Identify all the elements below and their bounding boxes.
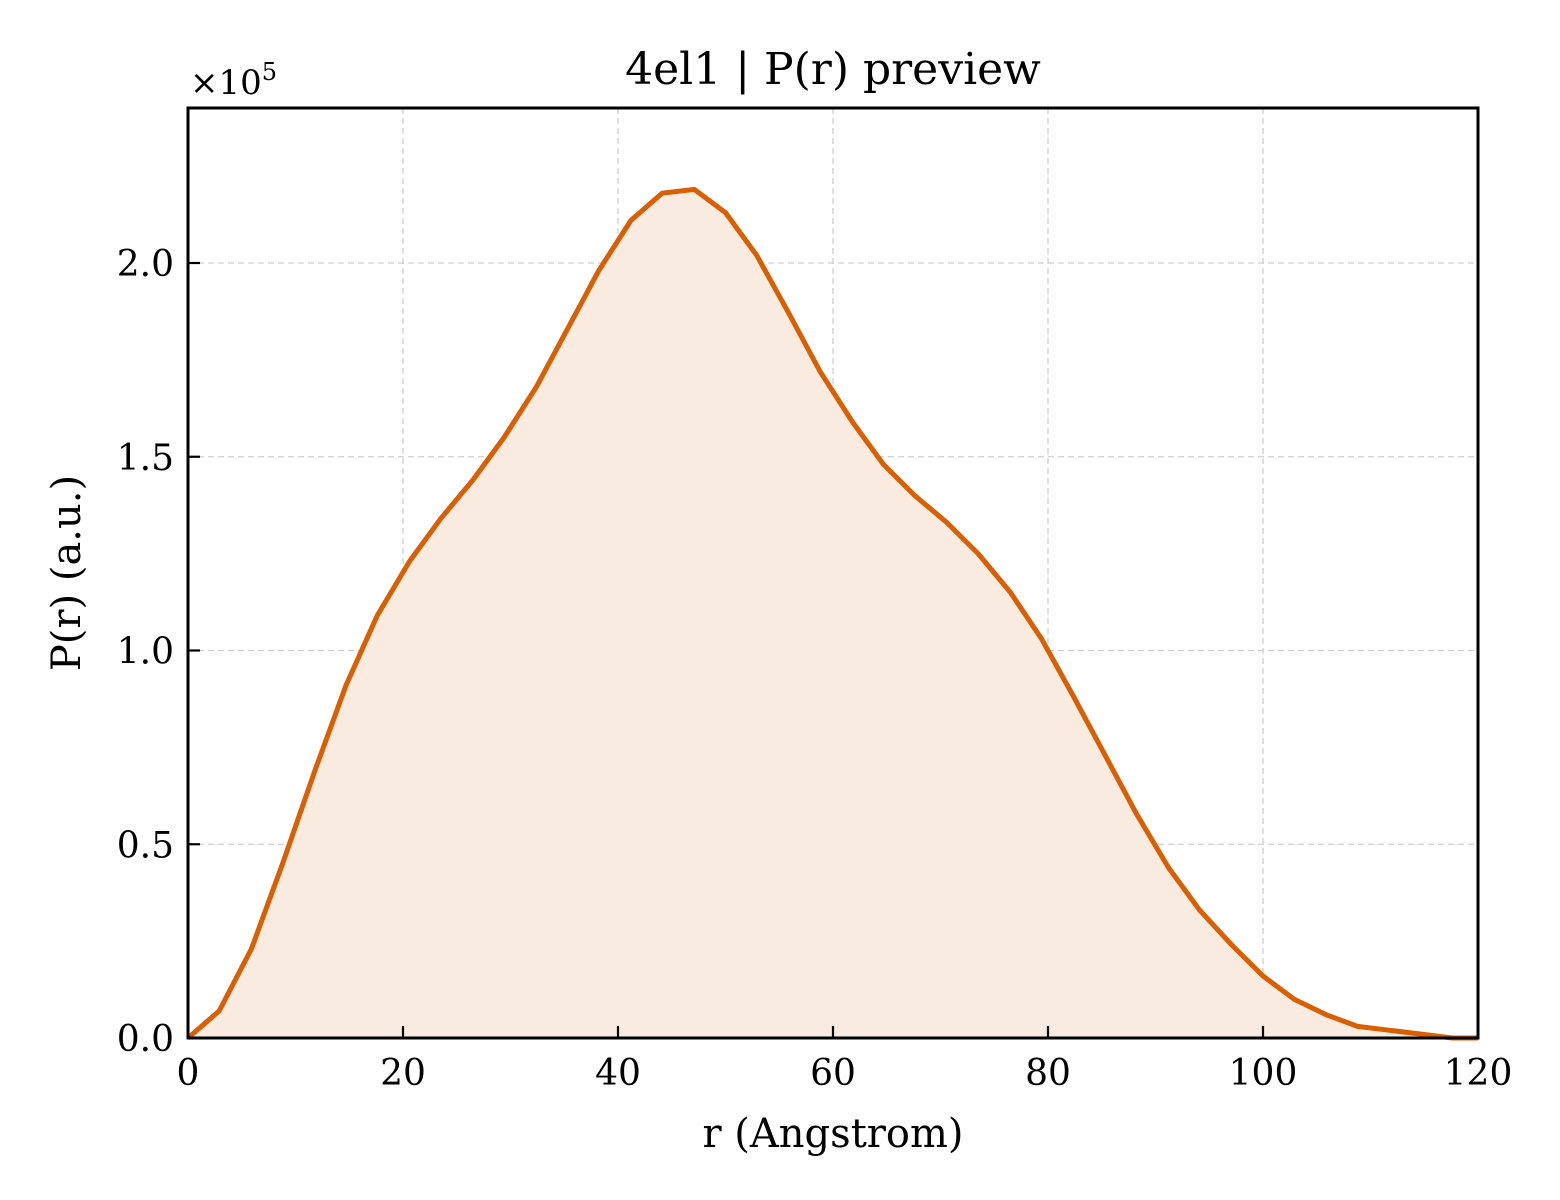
y-tick-label: 0.0 bbox=[117, 1019, 174, 1060]
chart-title: 4el1 | P(r) preview bbox=[625, 44, 1041, 95]
y-axis-label: P(r) (a.u.) bbox=[44, 475, 90, 671]
x-tick-label: 60 bbox=[810, 1053, 856, 1094]
pr-area-fill bbox=[188, 189, 1478, 1038]
y-tick-label: 2.0 bbox=[117, 244, 174, 285]
x-tick-label: 20 bbox=[380, 1053, 426, 1094]
y-tick-label: 1.5 bbox=[117, 438, 174, 479]
y-axis-multiplier-exponent: 5 bbox=[262, 58, 277, 86]
pr-line bbox=[186, 186, 1478, 1041]
x-axis-ticks: 0 20 40 60 80 100 120 bbox=[177, 1026, 1513, 1094]
y-axis-multiplier: ×105 bbox=[190, 58, 277, 103]
x-tick-label: 0 bbox=[177, 1053, 200, 1094]
x-axis-label: r (Angstrom) bbox=[702, 1111, 963, 1157]
y-tick-label: 0.5 bbox=[117, 825, 174, 866]
x-tick-label: 80 bbox=[1025, 1053, 1071, 1094]
x-tick-label: 40 bbox=[595, 1053, 641, 1094]
x-tick-label: 120 bbox=[1444, 1053, 1513, 1094]
y-tick-label: 1.0 bbox=[117, 632, 174, 673]
y-axis-ticks: 0.0 0.5 1.0 1.5 2.0 bbox=[117, 244, 200, 1060]
x-tick-label: 100 bbox=[1229, 1053, 1298, 1094]
